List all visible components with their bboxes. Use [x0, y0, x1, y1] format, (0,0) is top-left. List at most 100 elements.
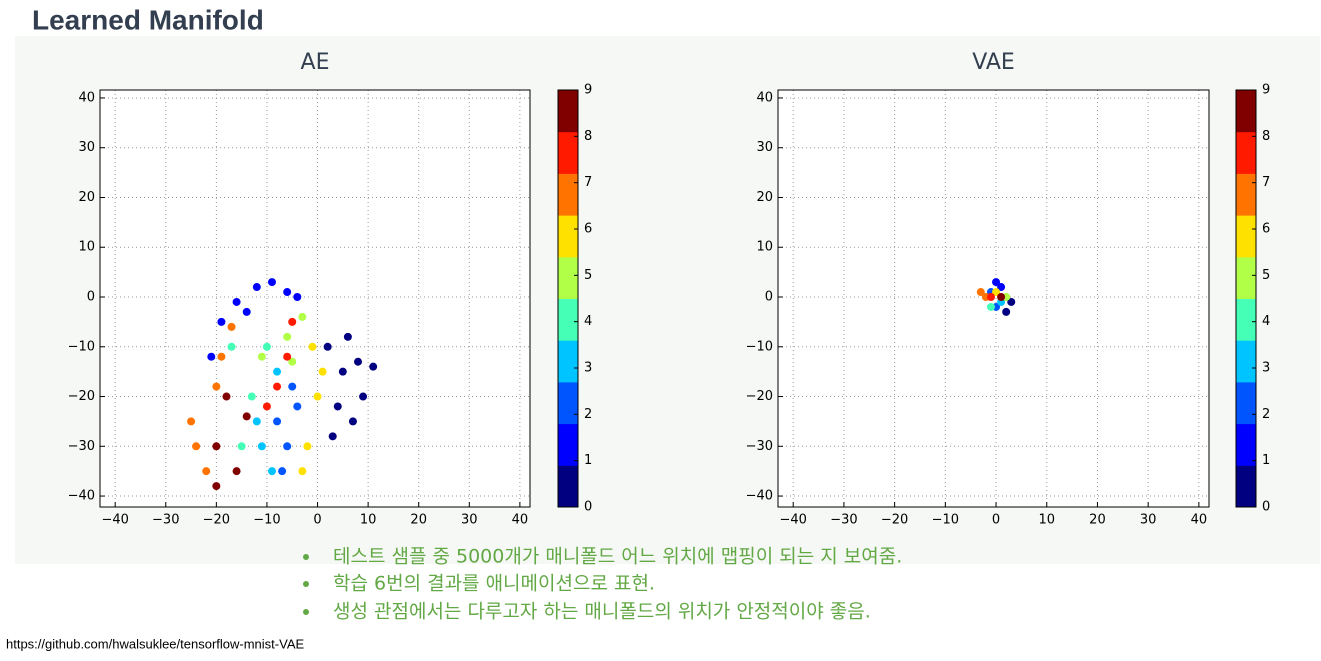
scatter-point — [348, 417, 357, 426]
chart-title: AE — [301, 50, 330, 75]
x-tick-label: −40 — [779, 513, 806, 528]
footer-link: https://github.com/hwalsuklee/tensorflow… — [6, 636, 304, 651]
bullet-text: 학습 6번의 결과를 애니메이션으로 표현. — [333, 573, 655, 595]
colorbar-segment — [1236, 215, 1256, 258]
scatter-point — [303, 442, 312, 451]
scatter-point — [976, 288, 985, 297]
scatter-point — [992, 278, 1001, 287]
x-tick-label: 40 — [1191, 513, 1208, 528]
colorbar-label: 6 — [1262, 222, 1270, 237]
scatter-point — [283, 288, 292, 297]
scatter-point — [308, 342, 317, 351]
scatter-point — [242, 307, 251, 316]
colorbar-segment — [1236, 423, 1256, 466]
x-tick-label: 0 — [313, 513, 321, 528]
bullet-dot — [303, 554, 309, 560]
scatter-point — [298, 312, 307, 321]
y-tick-label: −20 — [746, 389, 773, 404]
x-tick-label: −20 — [203, 513, 230, 528]
y-tick-label: −10 — [746, 339, 773, 354]
scatter-point — [354, 357, 362, 366]
y-tick-label: 40 — [756, 90, 773, 105]
colorbar-frame — [1235, 89, 1257, 508]
scatter-point — [283, 332, 292, 341]
y-tick-label: 30 — [756, 140, 773, 155]
y-tick-label: 30 — [78, 140, 95, 155]
colorbar-segment — [1236, 173, 1256, 216]
scatter-point — [986, 293, 995, 302]
colorbar-label: 6 — [584, 222, 592, 237]
scatter-point — [318, 367, 327, 376]
scatter-point — [227, 342, 236, 351]
scatter-point — [247, 392, 256, 401]
scatter-point — [202, 467, 211, 476]
colorbar-segment — [558, 256, 578, 299]
scatter-point — [293, 293, 302, 302]
y-tick-label: −40 — [68, 489, 95, 504]
scatter-point — [293, 402, 302, 411]
colorbar-label: 8 — [1262, 129, 1270, 144]
scatter-point — [992, 288, 1001, 297]
colorbar-label: 3 — [1262, 361, 1270, 376]
scatter-point — [278, 467, 287, 476]
x-tick-label: −30 — [152, 513, 179, 528]
scatter-point — [288, 317, 297, 326]
y-tick-label: 0 — [87, 290, 95, 305]
x-tick-label: 30 — [1140, 513, 1157, 528]
colorbar-label: 4 — [1262, 314, 1270, 329]
y-tick-label: 20 — [756, 190, 773, 205]
scatter-point — [283, 442, 292, 451]
y-tick-label: −10 — [68, 339, 95, 354]
colorbar-segment — [1236, 381, 1256, 425]
scatter-point — [212, 482, 221, 491]
bullet-dot — [303, 609, 309, 615]
bullet-text: 테스트 샘플 중 5000개가 매니폴드 어느 위치에 맵핑이 되는 지 보여줌… — [333, 546, 902, 568]
scatter-point — [997, 283, 1006, 292]
colorbar-segment — [558, 298, 578, 341]
scatter-point — [242, 412, 251, 421]
y-tick-label: 20 — [78, 190, 95, 205]
scatter-point — [252, 283, 261, 292]
scatter-point — [262, 342, 271, 351]
colorbar-label: 2 — [584, 407, 592, 422]
colorbar-label: 3 — [584, 361, 592, 376]
scatter-point — [217, 352, 226, 361]
scatter-point — [252, 417, 261, 426]
y-tick-label: 0 — [765, 290, 773, 305]
x-tick-label: 40 — [512, 513, 529, 528]
colorbar-label: 8 — [584, 129, 592, 144]
scatter-point — [288, 357, 297, 366]
colorbar-label: 7 — [1262, 175, 1270, 190]
y-tick-label: 40 — [78, 90, 95, 105]
scatter-point — [333, 402, 342, 411]
y-tick-label: 10 — [756, 240, 773, 255]
y-tick-label: −20 — [68, 389, 95, 404]
scatter-point — [217, 317, 226, 326]
y-tick-label: −40 — [746, 489, 773, 504]
scatter-point — [222, 392, 231, 401]
scatter-point — [1002, 307, 1011, 316]
plot-area — [100, 90, 530, 507]
x-tick-label: −20 — [881, 513, 908, 528]
colorbar-segment — [558, 423, 578, 466]
y-tick-label: 10 — [78, 240, 95, 255]
colorbar-segment — [1236, 465, 1256, 508]
chart-title: VAE — [972, 50, 1015, 75]
scatter-point — [273, 417, 282, 426]
x-tick-label: 20 — [1089, 513, 1106, 528]
scatter-point — [283, 352, 292, 361]
colorbar-frame — [557, 89, 579, 508]
scatter-point — [343, 332, 352, 341]
scatter-point — [268, 278, 276, 287]
x-tick-label: −30 — [830, 513, 857, 528]
colorbar-segment — [558, 173, 578, 216]
bullet-list: 테스트 샘플 중 5000개가 매니폴드 어느 위치에 맵핑이 되는 지 보여줌… — [303, 546, 902, 623]
scatter-point — [328, 432, 337, 441]
scatter-point — [232, 467, 241, 476]
scatter-point — [338, 367, 347, 376]
scatter-point — [187, 417, 196, 426]
colorbar-label: 2 — [1262, 407, 1270, 422]
colorbar-segment — [1236, 340, 1256, 383]
colorbar-label: 0 — [584, 500, 592, 515]
scatter-point — [207, 352, 216, 361]
